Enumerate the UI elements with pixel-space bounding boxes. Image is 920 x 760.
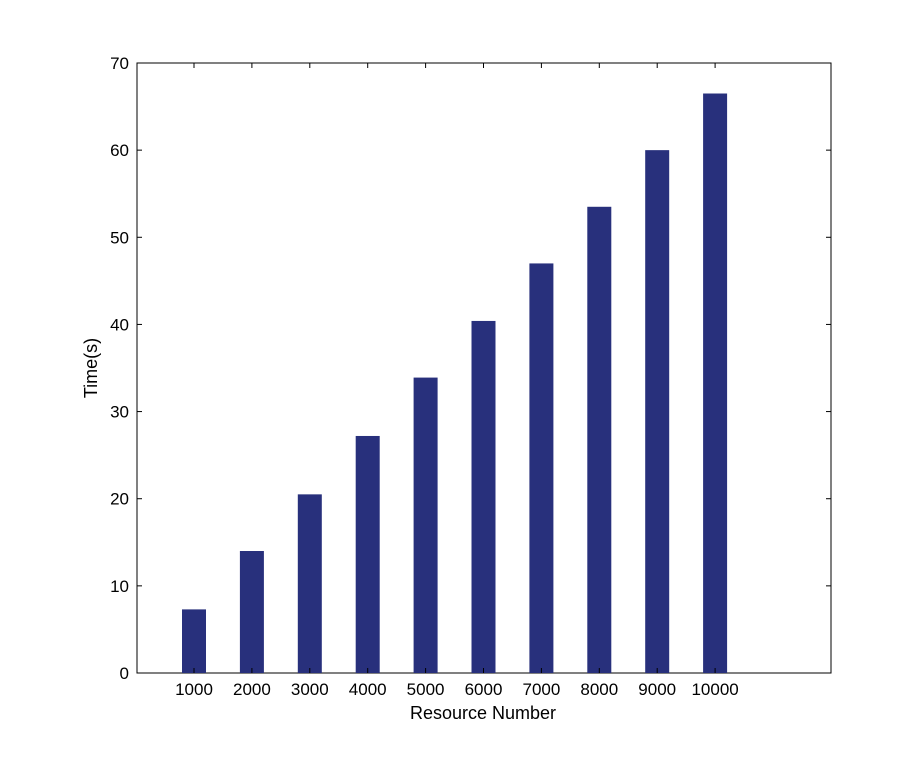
- bar-8000: [587, 206, 612, 674]
- y-tick-label: 40: [110, 315, 129, 334]
- y-axis: 0 10 20 30 40 50 60 70: [110, 54, 831, 683]
- x-tick-label: 9000: [638, 680, 676, 699]
- bar-4000: [355, 435, 380, 673]
- x-tick-label: 5000: [407, 680, 445, 699]
- y-tick-label: 60: [110, 141, 129, 160]
- bar-2000: [239, 551, 264, 673]
- y-tick-label: 20: [110, 490, 129, 509]
- x-tick-label: 7000: [522, 680, 560, 699]
- y-tick-label: 30: [110, 403, 129, 422]
- bar-7000: [529, 263, 554, 673]
- x-tick-label: 1000: [175, 680, 213, 699]
- x-tick-label: 3000: [291, 680, 329, 699]
- x-axis: 1000 2000 3000 4000 5000 6000 7000 8000 9000 1000…: [175, 63, 739, 699]
- y-axis-label: Time(s): [81, 338, 101, 398]
- x-tick-label: 4000: [349, 680, 387, 699]
- x-tick-label: 8000: [580, 680, 618, 699]
- y-tick-label: 50: [110, 228, 129, 247]
- bar-6000: [471, 320, 496, 673]
- y-tick-label: 10: [110, 577, 129, 596]
- bar-1000: [182, 609, 206, 673]
- bar-series: [182, 93, 728, 674]
- bar-9000: [645, 150, 670, 674]
- bar-5000: [413, 377, 438, 673]
- x-tick-label: 6000: [465, 680, 503, 699]
- y-tick-label: 70: [110, 54, 129, 73]
- bar-3000: [297, 494, 322, 673]
- y-tick-label: 0: [120, 664, 129, 683]
- x-tick-label: 10000: [691, 680, 738, 699]
- x-tick-label: 2000: [233, 680, 271, 699]
- bar-10000: [703, 93, 728, 673]
- x-axis-label: Resource Number: [410, 703, 556, 723]
